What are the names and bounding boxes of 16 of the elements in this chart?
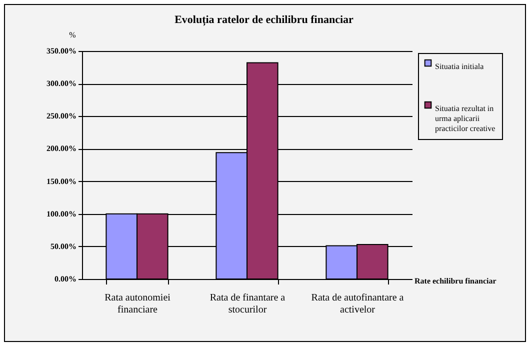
x-tick-label: Rata de autofinantare a activelor <box>311 292 404 316</box>
y-tick-label: 0.00% <box>54 274 76 284</box>
y-tick-label: 200.00% <box>46 144 76 154</box>
x-tick-label: Rata de finantare a stocurilor <box>210 292 286 316</box>
y-tick-label: 350.00% <box>46 46 76 56</box>
y-tick-label: 300.00% <box>46 79 76 88</box>
x-axis-title: Rate echilibru financiar <box>414 276 497 286</box>
y-axis-title: % <box>69 30 76 40</box>
y-tick-label: 100.00% <box>46 209 76 218</box>
y-tick-label: 50.00% <box>50 242 76 251</box>
y-tick-label: 150.00% <box>46 176 76 186</box>
legend-label: Situatia initiala <box>435 62 484 71</box>
y-tick-label: 250.00% <box>46 112 76 121</box>
x-tick-label: Rata autonomiei financiare <box>104 292 171 316</box>
legend-label: Situatia rezultat in urma aplicarii practicilor creative <box>435 104 496 133</box>
chart-title: Evoluția ratelor de echilibru financiar <box>174 14 354 26</box>
